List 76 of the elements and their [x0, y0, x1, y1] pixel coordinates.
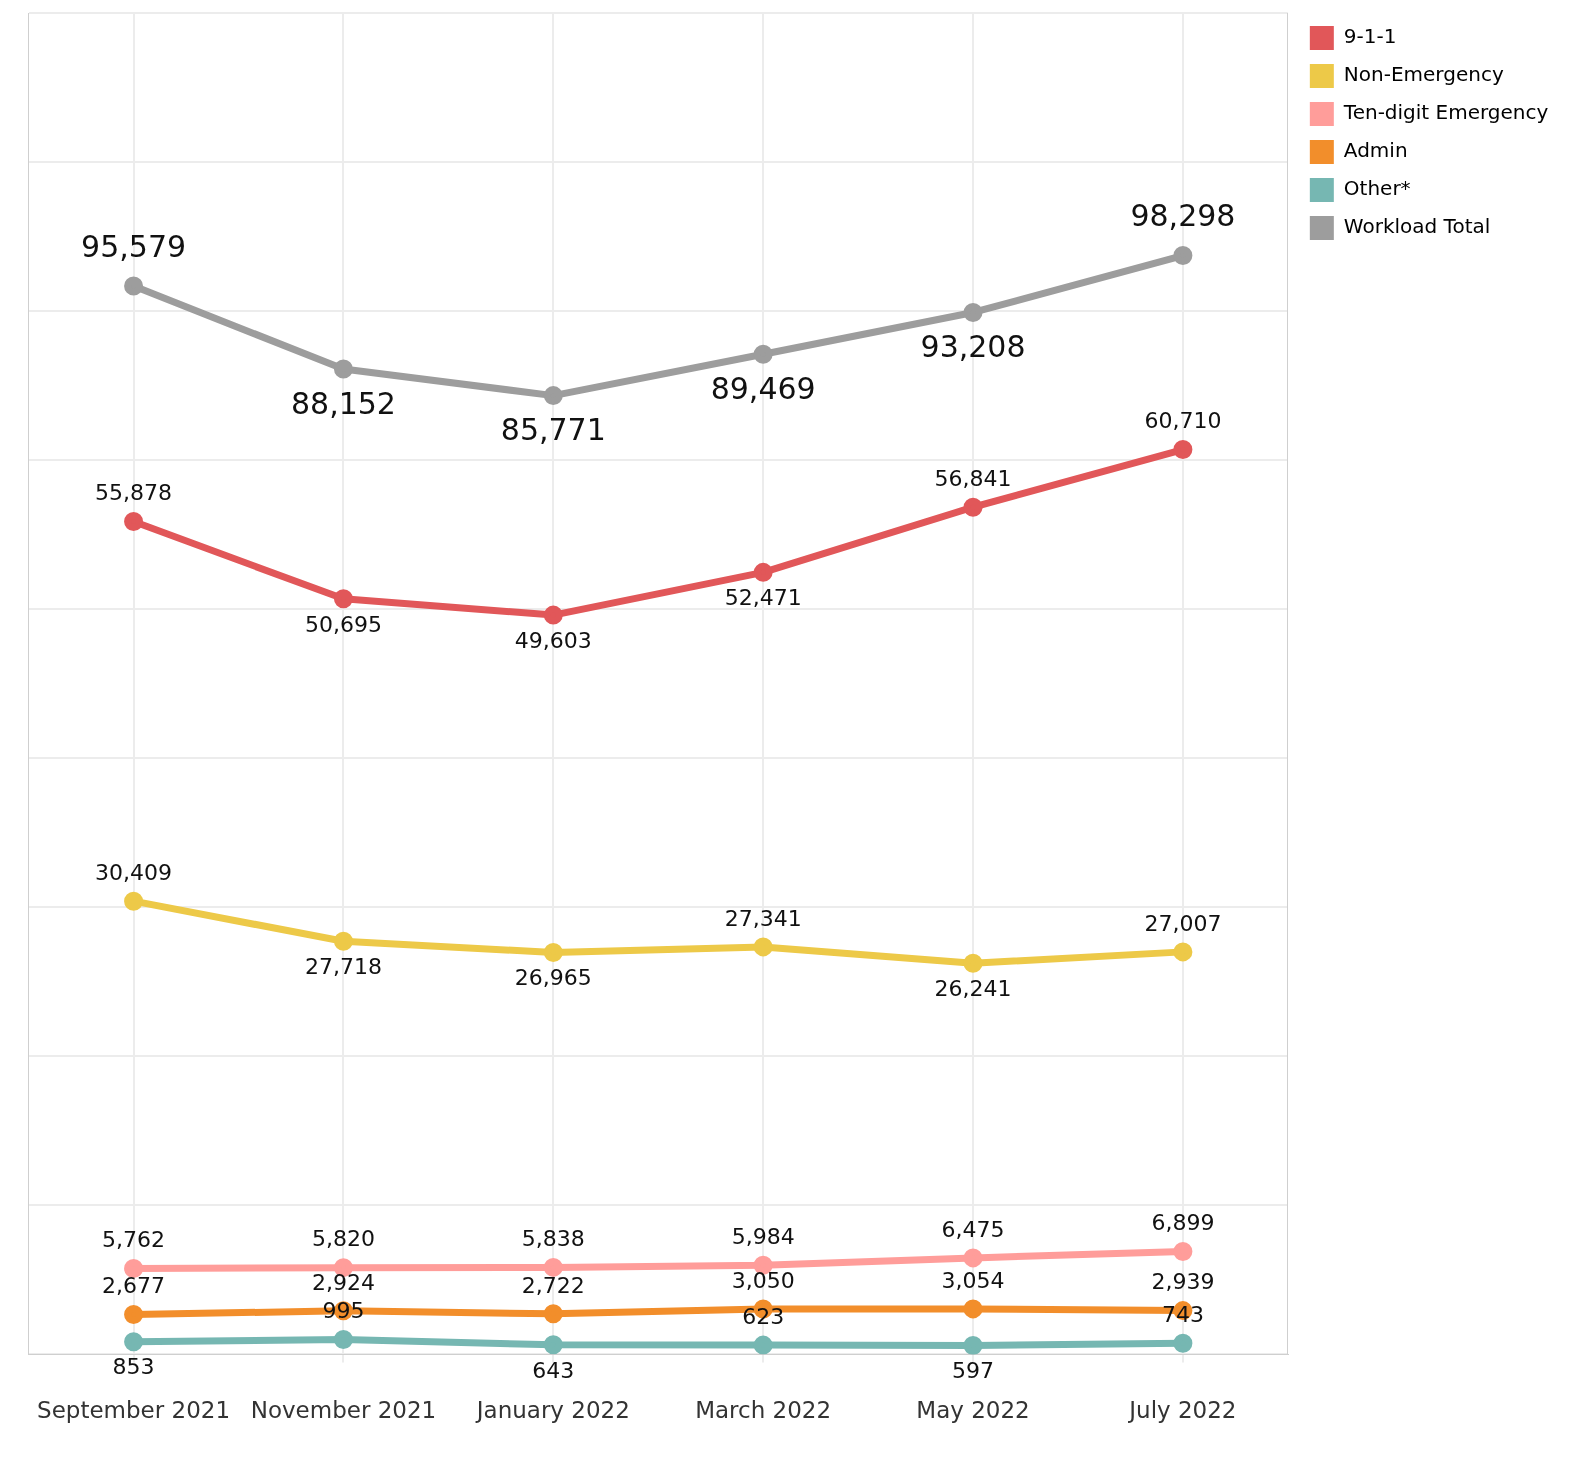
point — [124, 891, 144, 911]
point — [543, 1304, 563, 1324]
data-label: 27,341 — [724, 905, 802, 931]
data-label: 5,838 — [521, 1226, 585, 1252]
point — [963, 497, 983, 517]
point — [1173, 440, 1193, 460]
point — [124, 276, 144, 296]
point — [543, 943, 563, 962]
data-label: 6,899 — [1151, 1210, 1215, 1236]
data-label: 50,695 — [304, 611, 382, 637]
point — [753, 344, 773, 364]
point — [543, 1335, 563, 1355]
data-label: 6,475 — [941, 1216, 1005, 1242]
point — [124, 1259, 144, 1279]
data-label: 49,603 — [514, 627, 592, 653]
legend-label: Ten-digit Emergency — [1342, 100, 1549, 125]
point — [124, 1332, 144, 1352]
point — [543, 386, 563, 406]
data-label: 3,054 — [941, 1267, 1005, 1293]
point — [963, 1299, 983, 1319]
point — [963, 302, 983, 322]
point — [1173, 1333, 1193, 1353]
point — [333, 589, 353, 609]
point — [963, 953, 983, 973]
legend-label: Admin — [1343, 138, 1408, 163]
data-label: 85,771 — [500, 412, 606, 448]
point — [124, 512, 144, 532]
data-label: 643 — [532, 1357, 575, 1383]
point — [1173, 246, 1193, 266]
point — [333, 1330, 353, 1350]
point — [543, 605, 563, 625]
x-tick-label: September 2021 — [37, 1397, 231, 1424]
data-label: 853 — [112, 1354, 155, 1380]
data-label: 3,050 — [731, 1267, 795, 1293]
data-label: 95,579 — [81, 228, 187, 264]
data-label: 52,471 — [724, 585, 802, 611]
data-label: 55,878 — [95, 480, 173, 506]
x-tick-label: May 2022 — [916, 1397, 1030, 1424]
point — [543, 1257, 563, 1277]
data-label: 30,409 — [95, 859, 173, 885]
data-label: 56,841 — [934, 465, 1012, 491]
data-label: 89,469 — [710, 371, 816, 407]
data-label: 2,677 — [102, 1273, 166, 1299]
data-label: 93,208 — [920, 329, 1026, 365]
legend-label: Workload Total — [1343, 214, 1491, 239]
data-label: 26,965 — [514, 965, 592, 991]
data-label: 597 — [952, 1358, 995, 1384]
data-label: 5,762 — [102, 1227, 166, 1253]
x-tick-label: July 2022 — [1127, 1397, 1237, 1424]
data-label: 2,722 — [521, 1272, 585, 1298]
legend-label: 9-1-1 — [1343, 24, 1397, 49]
data-label: 27,007 — [1144, 910, 1222, 936]
data-label: 26,241 — [934, 976, 1012, 1002]
point — [1173, 942, 1193, 962]
data-label: 27,718 — [304, 954, 382, 979]
point — [753, 1335, 773, 1355]
point — [963, 1248, 983, 1268]
x-tick-label: January 2022 — [474, 1397, 630, 1424]
legend-label: Other* — [1343, 176, 1411, 201]
point — [753, 937, 773, 957]
point — [1173, 1242, 1193, 1262]
point — [333, 931, 353, 951]
point — [963, 1336, 983, 1355]
point — [124, 1305, 144, 1324]
data-label: 5,820 — [311, 1226, 375, 1252]
data-label: 98,298 — [1130, 198, 1236, 234]
x-tick-label: March 2022 — [695, 1397, 832, 1424]
data-label: 2,924 — [311, 1269, 375, 1295]
point — [753, 562, 773, 582]
data-label: 2,939 — [1151, 1269, 1215, 1295]
data-label: 60,710 — [1144, 408, 1222, 434]
point — [333, 359, 353, 379]
legend-label: Non-Emergency — [1343, 62, 1504, 87]
data-label: 5,984 — [731, 1223, 795, 1249]
data-label: 88,152 — [290, 385, 396, 421]
x-tick-label: November 2021 — [250, 1397, 437, 1424]
